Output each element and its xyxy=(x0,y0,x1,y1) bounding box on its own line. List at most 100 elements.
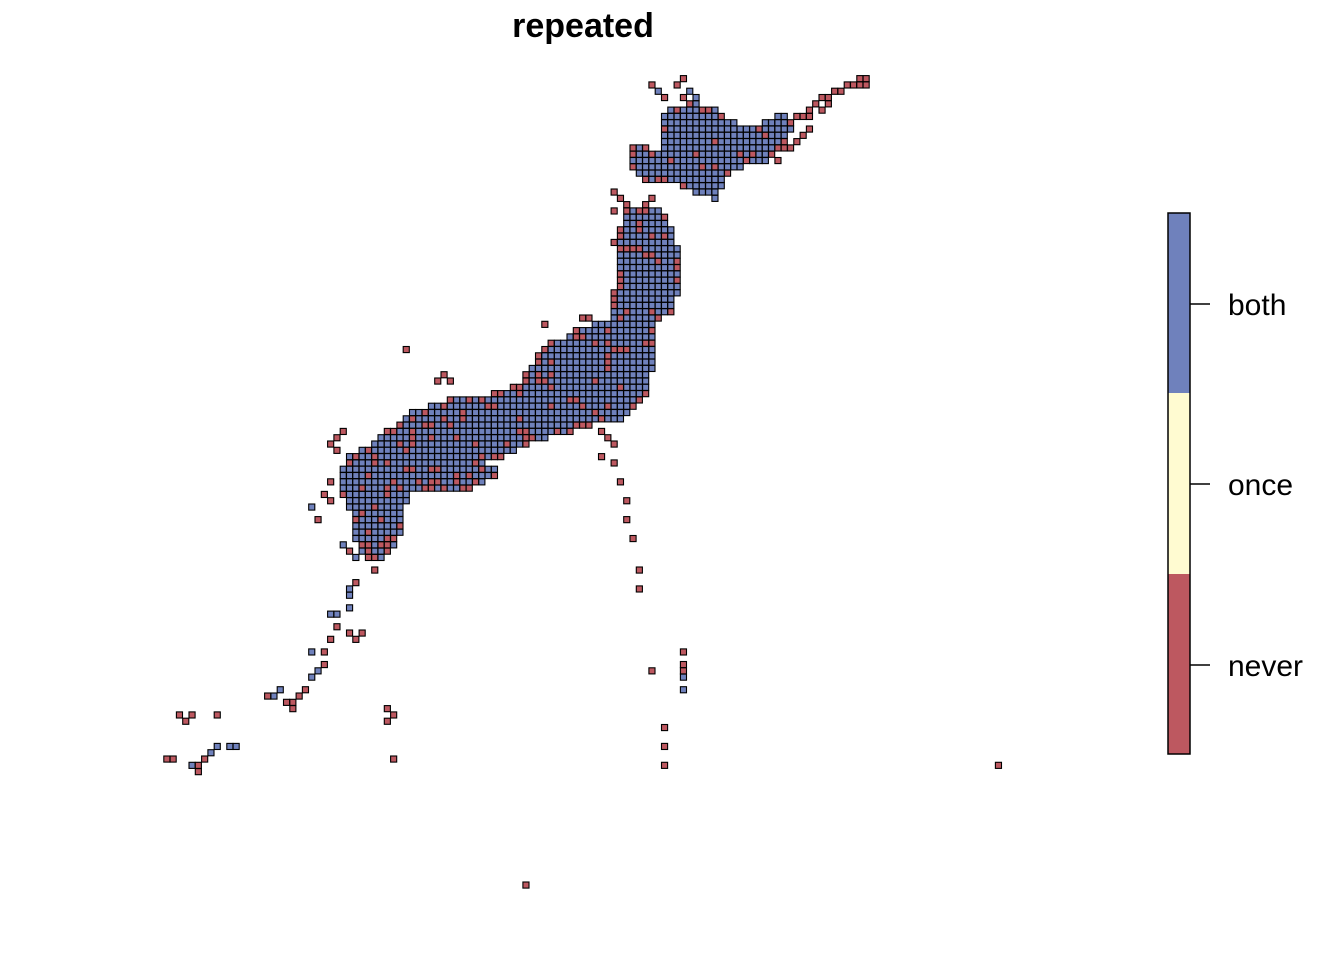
grid-cell xyxy=(465,415,473,423)
grid-cell xyxy=(604,364,612,373)
grid-cell xyxy=(327,497,335,505)
grid-cell xyxy=(591,352,599,360)
grid-cell xyxy=(308,503,316,511)
grid-cell xyxy=(692,150,700,158)
grid-cell xyxy=(408,465,417,473)
grid-cell xyxy=(497,402,505,410)
grid-cell xyxy=(547,427,555,436)
grid-cell xyxy=(623,251,631,259)
grid-cell xyxy=(660,742,669,751)
grid-cell xyxy=(427,465,436,473)
grid-cell xyxy=(705,188,713,196)
grid-cell xyxy=(579,383,587,391)
grid-cell xyxy=(314,667,322,675)
grid-cell xyxy=(604,408,612,417)
grid-cell xyxy=(547,371,555,379)
grid-cell xyxy=(723,119,732,127)
grid-cell xyxy=(585,421,593,429)
grid-cell xyxy=(566,377,574,385)
grid-cell xyxy=(654,282,662,291)
grid-cell xyxy=(352,516,360,524)
grid-cell xyxy=(503,446,511,454)
grid-cell xyxy=(333,446,341,454)
grid-cell xyxy=(465,465,473,473)
grid-cell xyxy=(736,150,744,158)
grid-cell xyxy=(635,276,643,284)
grid-cell xyxy=(572,377,580,385)
grid-cell xyxy=(749,138,757,146)
grid-cell xyxy=(667,308,675,316)
grid-cell xyxy=(824,100,832,108)
grid-cell xyxy=(761,131,769,139)
grid-cell xyxy=(623,327,631,335)
grid-cell xyxy=(591,327,599,335)
grid-cell xyxy=(673,131,681,139)
grid-cell xyxy=(623,308,631,316)
grid-cell xyxy=(402,345,410,354)
grid-cell xyxy=(610,301,618,310)
grid-cell xyxy=(371,440,379,448)
grid-cell xyxy=(497,408,505,417)
grid-cell xyxy=(768,138,776,146)
grid-cell xyxy=(629,207,637,215)
grid-cell xyxy=(579,352,587,360)
grid-cell xyxy=(528,396,536,404)
grid-cell xyxy=(761,125,769,133)
grid-cell xyxy=(579,396,587,404)
grid-cell xyxy=(358,471,366,480)
grid-cell xyxy=(358,528,366,536)
grid-cell xyxy=(553,352,562,360)
grid-cell xyxy=(610,396,618,404)
grid-cell xyxy=(528,415,536,423)
grid-cell xyxy=(522,383,530,391)
grid-cell xyxy=(415,440,423,448)
grid-cell xyxy=(679,119,688,127)
grid-cell xyxy=(623,213,631,221)
grid-cell xyxy=(635,566,643,574)
grid-cell xyxy=(736,125,744,133)
grid-cell xyxy=(528,402,536,410)
grid-cell xyxy=(660,219,669,228)
grid-cell xyxy=(390,522,398,530)
grid-cell xyxy=(774,131,782,139)
grid-cell xyxy=(635,289,643,297)
grid-cell xyxy=(383,446,391,454)
grid-cell xyxy=(667,276,675,284)
grid-cell xyxy=(591,339,599,347)
grid-cell xyxy=(604,434,612,442)
grid-cell xyxy=(616,264,625,272)
grid-cell xyxy=(383,427,391,436)
grid-cell xyxy=(289,698,297,706)
grid-cell xyxy=(503,396,511,404)
grid-cell xyxy=(213,711,221,719)
grid-cell xyxy=(616,383,625,391)
grid-cell xyxy=(629,276,637,284)
grid-cell xyxy=(446,402,454,410)
grid-cell xyxy=(635,207,643,215)
grid-cell xyxy=(547,345,555,354)
grid-cell xyxy=(371,553,379,562)
grid-cell xyxy=(383,534,391,543)
grid-cell xyxy=(421,408,429,417)
grid-cell xyxy=(730,119,738,127)
grid-cell xyxy=(642,339,650,347)
grid-cell xyxy=(616,257,625,265)
grid-cell xyxy=(560,364,568,373)
grid-cell xyxy=(434,408,442,417)
grid-cell xyxy=(768,144,776,152)
grid-cell xyxy=(408,471,417,480)
grid-cell xyxy=(654,175,662,184)
grid-cell xyxy=(585,339,593,347)
grid-cell xyxy=(635,219,643,228)
grid-cell xyxy=(465,396,473,404)
grid-cell xyxy=(597,415,606,423)
grid-cell xyxy=(837,87,845,95)
grid-cell xyxy=(673,138,681,146)
grid-cell xyxy=(390,446,398,454)
grid-cell xyxy=(717,182,725,190)
grid-cell xyxy=(503,415,511,423)
grid-cell xyxy=(723,169,732,177)
grid-cell xyxy=(597,339,606,347)
grid-cell xyxy=(755,144,763,152)
